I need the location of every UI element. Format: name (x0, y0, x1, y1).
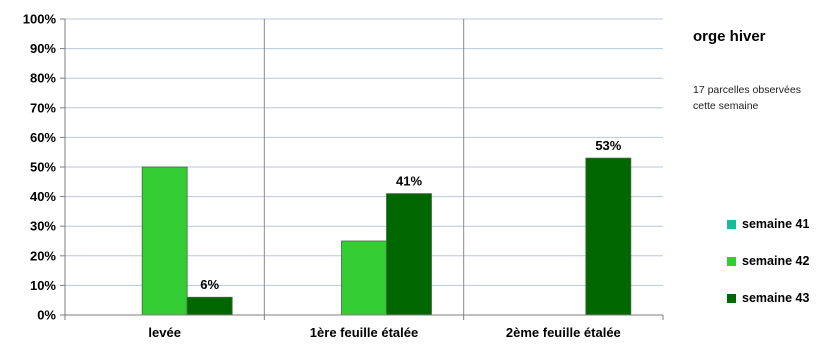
data-label: 53% (595, 138, 621, 153)
y-tick-label: 70% (30, 100, 56, 115)
bar (386, 193, 432, 316)
data-label: 41% (396, 174, 422, 189)
legend-item: semaine 42 (727, 251, 809, 271)
legend-item: semaine 41 (727, 214, 809, 234)
y-tick-labels: 0% 10% 20% 30% 40% 50% 60% 70% 80% 90% 100% (23, 12, 57, 323)
y-tick-label: 0% (37, 308, 56, 323)
y-tick-label: 100% (23, 12, 57, 27)
legend-swatch (727, 256, 736, 266)
y-tick-label: 50% (30, 160, 56, 175)
x-category-label: levée (148, 325, 181, 340)
legend-item: semaine 43 (727, 288, 809, 308)
bar (186, 296, 233, 316)
legend-label: semaine 41 (742, 217, 810, 231)
axes (60, 18, 664, 320)
data-labels: 6% 41% 53% (200, 138, 622, 292)
y-tick-label: 10% (30, 278, 56, 293)
bar (585, 157, 632, 316)
category-separators (263, 19, 465, 315)
bars (141, 157, 632, 316)
y-tick-label: 40% (30, 189, 56, 204)
x-category-labels: levée 1ère feuille étalée 2ème feuille éta… (148, 325, 620, 340)
legend-swatch (727, 219, 736, 229)
x-category-label: 1ère feuille étalée (310, 325, 418, 340)
y-tick-label: 60% (30, 130, 56, 145)
bar (341, 240, 387, 316)
y-tick-label: 90% (30, 41, 56, 56)
legend-label: semaine 42 (742, 254, 810, 268)
legend: semaine 41 semaine 42 semaine 43 (727, 214, 809, 325)
y-tick-label: 20% (30, 248, 56, 263)
chart-side-title: orge hiver (693, 28, 766, 45)
legend-swatch (727, 293, 736, 303)
data-label: 6% (200, 277, 219, 292)
x-category-label: 2ème feuille étalée (506, 325, 621, 340)
chart-side-note: 17 parcelles observées cette semaine (693, 84, 801, 112)
bar (141, 166, 188, 316)
y-tick-label: 80% (30, 71, 56, 86)
y-tick-label: 30% (30, 219, 56, 234)
legend-label: semaine 43 (742, 291, 810, 305)
